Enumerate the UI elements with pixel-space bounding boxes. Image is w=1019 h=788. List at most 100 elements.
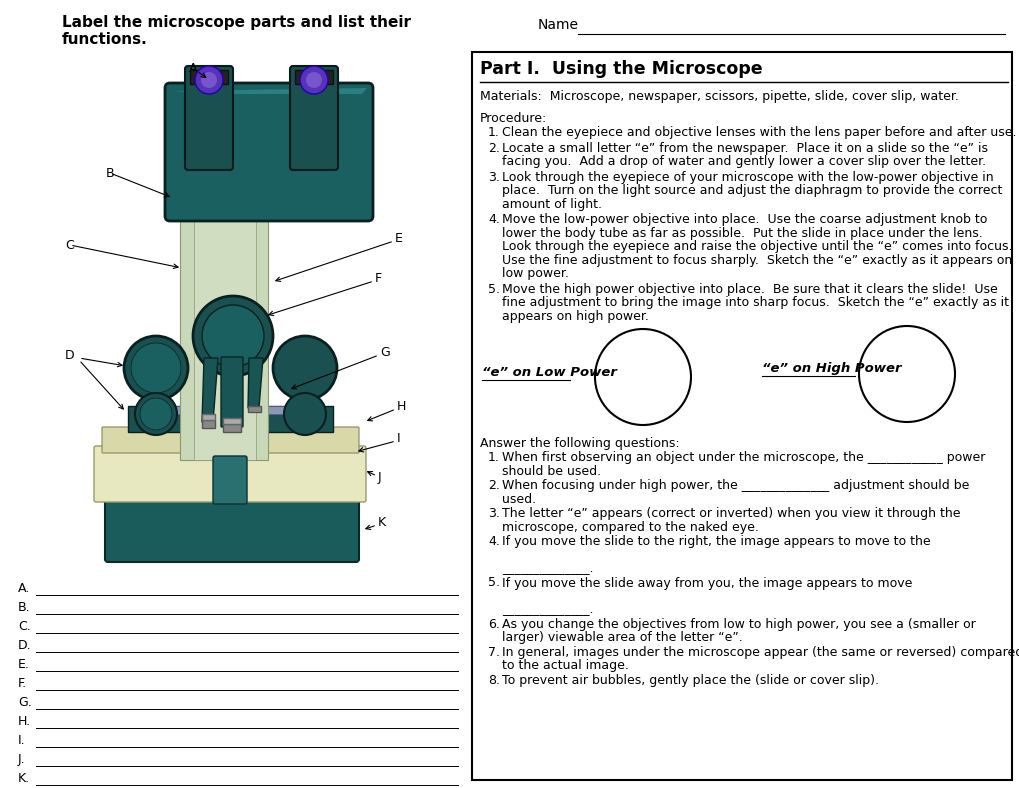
Text: I: I: [396, 432, 400, 444]
Text: In general, images under the microscope appear (the same or reversed) compared: In general, images under the microscope …: [501, 646, 1019, 659]
Polygon shape: [248, 358, 263, 408]
Text: lower the body tube as far as possible.  Put the slide in place under the lens.: lower the body tube as far as possible. …: [501, 226, 981, 240]
Text: 3.: 3.: [487, 507, 499, 520]
Text: B: B: [106, 166, 114, 180]
FancyBboxPatch shape: [184, 66, 232, 170]
Text: If you move the slide away from you, the image appears to move: If you move the slide away from you, the…: [501, 577, 911, 589]
Text: to the actual image.: to the actual image.: [501, 660, 629, 672]
Text: place.  Turn on the light source and adjust the diaphragm to provide the correct: place. Turn on the light source and adju…: [501, 184, 1002, 197]
Text: The letter “e” appears (correct or inverted) when you view it through the: The letter “e” appears (correct or inver…: [501, 507, 960, 520]
FancyBboxPatch shape: [102, 427, 359, 453]
Circle shape: [300, 66, 328, 94]
Bar: [294, 70, 332, 84]
Text: 3.: 3.: [487, 170, 499, 184]
Text: When focusing under high power, the ______________ adjustment should be: When focusing under high power, the ____…: [501, 479, 968, 492]
Text: E: E: [394, 232, 403, 244]
Text: If you move the slide to the right, the image appears to move to the: If you move the slide to the right, the …: [501, 535, 929, 548]
Text: Materials:  Microscope, newspaper, scissors, pipette, slide, cover slip, water.: Materials: Microscope, newspaper, scisso…: [480, 90, 958, 103]
Bar: [290, 402, 301, 418]
Text: C.: C.: [18, 620, 31, 633]
Text: should be used.: should be used.: [501, 464, 600, 478]
Text: 4.: 4.: [487, 535, 499, 548]
FancyBboxPatch shape: [94, 446, 366, 502]
Text: J.: J.: [18, 753, 25, 766]
Text: G.: G.: [18, 696, 32, 709]
Polygon shape: [175, 88, 367, 94]
Bar: [223, 418, 240, 424]
Circle shape: [135, 393, 177, 435]
Text: Clean the eyepiece and objective lenses with the lens paper before and after use: Clean the eyepiece and objective lenses …: [501, 126, 1016, 139]
Text: H.: H.: [18, 715, 32, 728]
Bar: [156, 402, 166, 418]
Text: “e” on High Power: “e” on High Power: [761, 362, 901, 374]
FancyBboxPatch shape: [289, 66, 337, 170]
Text: ______________.: ______________.: [501, 604, 593, 616]
Bar: [223, 424, 240, 432]
Text: 8.: 8.: [487, 674, 499, 687]
Bar: [179, 188, 268, 460]
Text: 4.: 4.: [487, 213, 499, 226]
Text: Part I.  Using the Microscope: Part I. Using the Microscope: [480, 60, 762, 78]
FancyBboxPatch shape: [105, 494, 359, 562]
Text: K: K: [378, 515, 386, 529]
Text: 7.: 7.: [487, 646, 499, 659]
Text: Use the fine adjustment to focus sharply.  Sketch the “e” exactly as it appears : Use the fine adjustment to focus sharply…: [501, 254, 1011, 266]
Text: appears on high power.: appears on high power.: [501, 310, 648, 322]
Circle shape: [283, 393, 326, 435]
Text: “e” on Low Power: “e” on Low Power: [482, 366, 616, 378]
FancyBboxPatch shape: [165, 83, 373, 221]
Bar: [153, 406, 308, 414]
Text: A.: A.: [18, 582, 31, 595]
Text: D.: D.: [18, 639, 32, 652]
Text: I.: I.: [18, 734, 25, 747]
Bar: [248, 406, 261, 412]
Circle shape: [201, 72, 217, 88]
Circle shape: [202, 305, 264, 367]
Circle shape: [306, 72, 322, 88]
Bar: [202, 420, 215, 428]
Circle shape: [124, 336, 187, 400]
Text: 2.: 2.: [487, 479, 499, 492]
Text: microscope, compared to the naked eye.: microscope, compared to the naked eye.: [501, 521, 758, 533]
Text: Locate a small letter “e” from the newspaper.  Place it on a slide so the “e” is: Locate a small letter “e” from the newsp…: [501, 142, 987, 154]
Text: fine adjustment to bring the image into sharp focus.  Sketch the “e” exactly as : fine adjustment to bring the image into …: [501, 296, 1008, 309]
Text: Procedure:: Procedure:: [480, 112, 547, 125]
Bar: [472, 52, 1011, 780]
Text: 5.: 5.: [487, 577, 499, 589]
Circle shape: [195, 66, 223, 94]
Bar: [190, 70, 228, 84]
Bar: [182, 152, 275, 198]
Text: Label the microscope parts and list their: Label the microscope parts and list thei…: [62, 15, 411, 30]
Text: K.: K.: [18, 772, 31, 785]
Text: 5.: 5.: [487, 283, 499, 296]
Text: F: F: [375, 272, 382, 284]
Text: ______________.: ______________.: [501, 562, 593, 575]
Text: Look through the eyepiece of your microscope with the low-power objective in: Look through the eyepiece of your micros…: [501, 170, 993, 184]
Circle shape: [193, 296, 273, 376]
Text: To prevent air bubbles, gently place the (slide or cover slip).: To prevent air bubbles, gently place the…: [501, 674, 878, 687]
Text: 6.: 6.: [487, 618, 499, 631]
Text: Move the low-power objective into place.  Use the coarse adjustment knob to: Move the low-power objective into place.…: [501, 213, 986, 226]
Text: 1.: 1.: [487, 451, 499, 464]
Bar: [127, 406, 332, 432]
Text: 2.: 2.: [487, 142, 499, 154]
Text: B.: B.: [18, 601, 31, 614]
Text: low power.: low power.: [501, 267, 569, 280]
Text: A: A: [189, 61, 197, 75]
Circle shape: [273, 336, 336, 400]
Circle shape: [140, 398, 172, 430]
Text: H: H: [396, 400, 406, 412]
Text: used.: used.: [501, 492, 536, 505]
FancyBboxPatch shape: [221, 357, 243, 427]
FancyBboxPatch shape: [213, 456, 247, 504]
Text: As you change the objectives from low to high power, you see a (smaller or: As you change the objectives from low to…: [501, 618, 975, 631]
Text: Name: Name: [537, 18, 579, 32]
Text: E.: E.: [18, 658, 30, 671]
Text: amount of light.: amount of light.: [501, 198, 601, 210]
Circle shape: [130, 343, 180, 393]
Text: F.: F.: [18, 677, 28, 690]
Text: C: C: [65, 239, 74, 251]
Text: Look through the eyepiece and raise the objective until the “e” comes into focus: Look through the eyepiece and raise the …: [501, 240, 1012, 253]
Text: functions.: functions.: [62, 32, 148, 47]
Text: Move the high power objective into place.  Be sure that it clears the slide!  Us: Move the high power objective into place…: [501, 283, 997, 296]
